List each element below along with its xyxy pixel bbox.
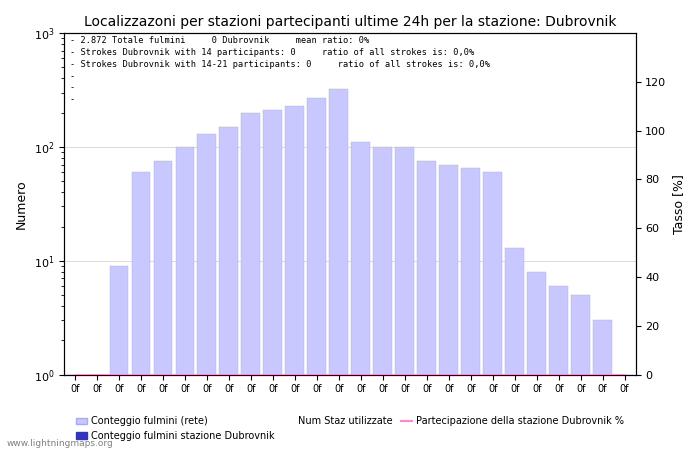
Bar	[594, 320, 612, 450]
Bar	[571, 295, 590, 450]
Bar	[263, 110, 282, 450]
Bar	[197, 134, 216, 450]
Bar	[527, 272, 546, 450]
Legend: Conteggio fulmini (rete), Conteggio fulmini stazione Dubrovnik, Num Staz utilizz: Conteggio fulmini (rete), Conteggio fulm…	[72, 413, 628, 445]
Bar	[351, 142, 370, 450]
Y-axis label: Numero: Numero	[15, 179, 28, 229]
Y-axis label: Tasso [%]: Tasso [%]	[672, 174, 685, 234]
Bar	[461, 168, 480, 450]
Bar	[373, 147, 392, 450]
Title: Localizzazoni per stazioni partecipanti ultime 24h per la stazione: Dubrovnik: Localizzazoni per stazioni partecipanti …	[83, 15, 616, 29]
Bar	[505, 248, 524, 450]
Bar	[241, 112, 260, 450]
Bar	[307, 98, 326, 450]
Bar	[395, 147, 414, 450]
Bar	[66, 375, 84, 450]
Bar	[220, 127, 238, 450]
Text: www.lightningmaps.org: www.lightningmaps.org	[7, 439, 113, 448]
Bar	[330, 90, 348, 450]
Bar	[88, 375, 106, 450]
Bar	[109, 266, 128, 450]
Bar	[483, 172, 502, 450]
Bar	[132, 172, 150, 450]
Text: - 2.872 Totale fulmini     0 Dubrovnik     mean ratio: 0%
- Strokes Dubrovnik wi: - 2.872 Totale fulmini 0 Dubrovnik mean …	[69, 36, 489, 104]
Bar	[440, 165, 458, 450]
Bar	[615, 375, 634, 450]
Bar	[286, 106, 304, 450]
Bar	[417, 161, 436, 450]
Bar	[153, 161, 172, 450]
Bar	[550, 286, 568, 450]
Bar	[176, 147, 194, 450]
